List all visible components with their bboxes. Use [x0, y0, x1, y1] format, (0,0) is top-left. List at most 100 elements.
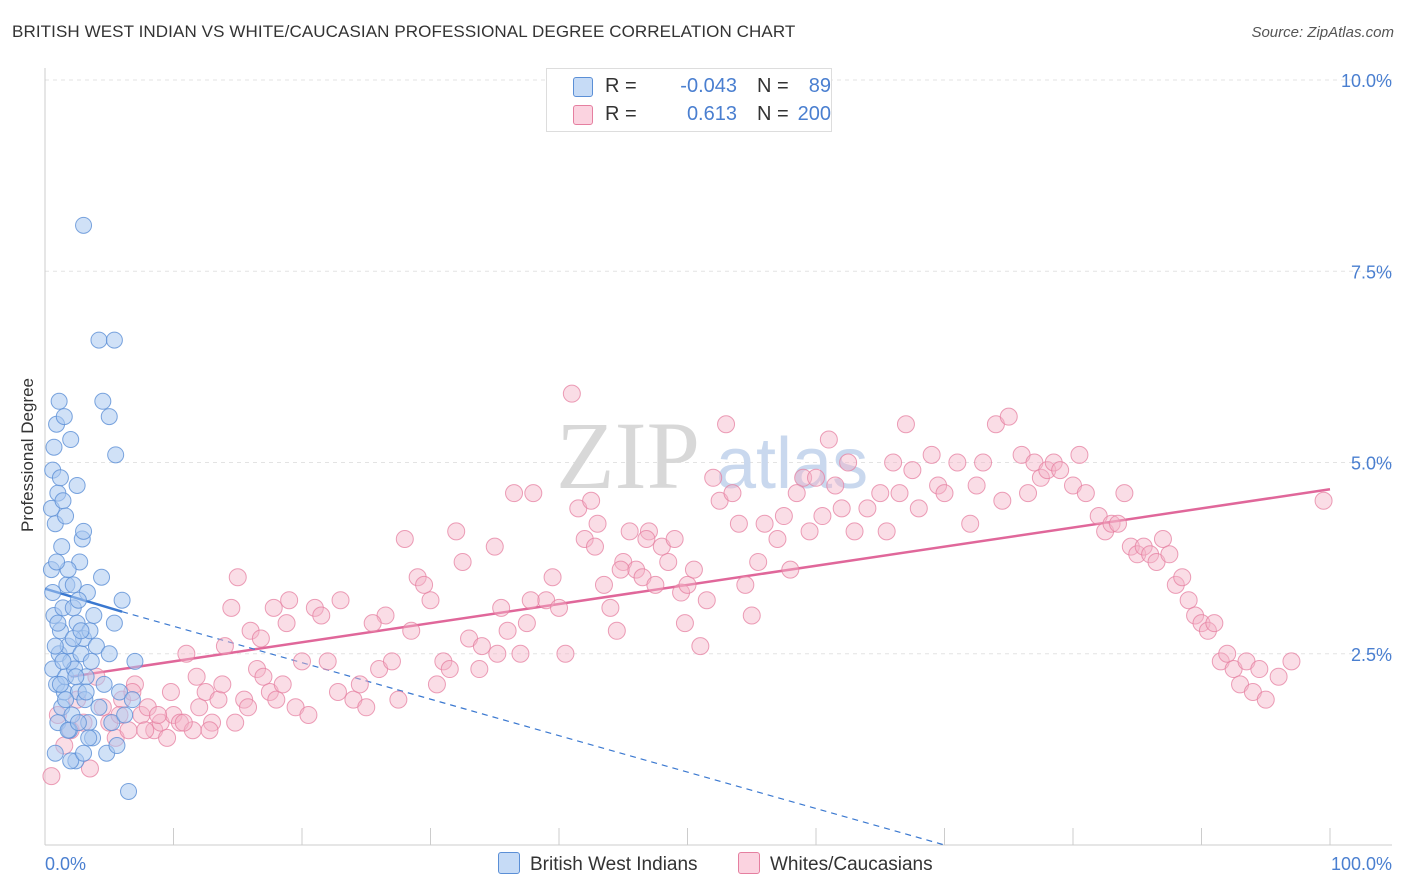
point-white-caucasian-71	[588, 514, 607, 533]
point-white-caucasian-174	[521, 591, 540, 610]
point-british-west-indian-73	[44, 584, 62, 602]
point-white-caucasian-87	[691, 637, 710, 656]
point-white-caucasian-61	[511, 644, 530, 663]
point-white-caucasian-143	[1134, 537, 1153, 556]
point-british-west-indian-3	[46, 744, 64, 762]
point-white-caucasian-153	[1198, 621, 1217, 640]
point-british-west-indian-45	[116, 706, 134, 724]
point-white-caucasian-100	[794, 468, 813, 487]
watermark: ZIP atlas	[556, 402, 868, 509]
point-white-caucasian-182	[363, 614, 382, 633]
point-white-caucasian-107	[845, 522, 864, 541]
point-white-caucasian-96	[755, 514, 774, 533]
point-british-west-indian-61	[68, 476, 86, 494]
point-white-caucasian-117	[929, 476, 948, 495]
point-british-west-indian-48	[126, 652, 144, 670]
point-british-west-indian-44	[113, 591, 131, 609]
point-white-caucasian-70	[582, 491, 601, 510]
point-white-caucasian-50	[408, 568, 427, 587]
point-white-caucasian-189	[239, 698, 258, 717]
point-white-caucasian-12	[119, 721, 138, 740]
point-white-caucasian-197	[136, 721, 155, 740]
point-british-west-indian-40	[103, 714, 121, 732]
point-white-caucasian-121	[967, 476, 986, 495]
point-white-caucasian-179	[415, 575, 434, 594]
point-white-caucasian-127	[1019, 484, 1038, 503]
point-white-caucasian-82	[659, 552, 678, 571]
point-british-west-indian-37	[95, 675, 113, 693]
point-british-west-indian-66	[75, 216, 93, 234]
point-white-caucasian-80	[646, 575, 665, 594]
y-tick-label-2: 7.5%	[1351, 262, 1392, 282]
point-white-caucasian-141	[1121, 537, 1140, 556]
point-white-caucasian-84	[672, 583, 691, 602]
point-white-caucasian-173	[543, 568, 562, 587]
point-white-caucasian-66	[556, 644, 575, 663]
point-white-caucasian-111	[884, 453, 903, 472]
point-british-west-indian-69	[53, 538, 71, 556]
legend: R = -0.043 N = 89 R = 0.613 N = 200	[546, 68, 832, 132]
point-white-caucasian-190	[226, 713, 245, 732]
point-white-caucasian-60	[498, 621, 517, 640]
point-white-caucasian-41	[318, 652, 337, 671]
point-british-west-indian-55	[57, 507, 75, 525]
point-white-caucasian-93	[729, 514, 748, 533]
point-white-caucasian-154	[1205, 614, 1224, 633]
legend-swatch-pink	[573, 105, 593, 125]
point-british-west-indian-59	[55, 408, 73, 426]
point-white-caucasian-110	[877, 522, 896, 541]
point-white-caucasian-124	[993, 491, 1012, 510]
point-white-caucasian-167	[787, 484, 806, 503]
point-white-caucasian-44	[350, 675, 369, 694]
points-british-west-indians	[42, 216, 144, 800]
point-white-caucasian-31	[241, 621, 260, 640]
y-tick-label-1: 5.0%	[1351, 454, 1392, 474]
point-british-west-indian-34	[87, 637, 105, 655]
point-white-caucasian-192	[200, 721, 219, 740]
x-tick-label-1: 100.0%	[1331, 854, 1392, 874]
watermark-atlas: atlas	[716, 424, 868, 504]
point-white-caucasian-156	[1218, 644, 1237, 663]
point-white-caucasian-36	[273, 675, 292, 694]
point-white-caucasian-178	[427, 675, 446, 694]
point-british-west-indian-31	[82, 652, 100, 670]
point-british-west-indian-87	[80, 729, 98, 747]
point-white-caucasian-112	[890, 484, 909, 503]
point-white-caucasian-129	[1031, 468, 1050, 487]
point-british-west-indian-72	[69, 591, 87, 609]
bottom-legend-swatch-blue	[498, 852, 520, 874]
point-white-caucasian-28	[222, 598, 241, 617]
point-white-caucasian-23	[190, 698, 209, 717]
point-white-caucasian-131	[1044, 453, 1063, 472]
point-white-caucasian-59	[492, 598, 511, 617]
point-white-caucasian-152	[1192, 614, 1211, 633]
point-white-caucasian-54	[447, 522, 466, 541]
point-white-caucasian-148	[1166, 575, 1185, 594]
point-white-caucasian-140	[1115, 484, 1134, 503]
point-white-caucasian-0	[42, 767, 61, 786]
point-white-caucasian-18	[158, 728, 177, 747]
point-white-caucasian-62	[517, 614, 536, 633]
point-white-caucasian-187	[264, 598, 283, 617]
point-white-caucasian-48	[395, 530, 414, 548]
point-british-west-indian-68	[105, 331, 123, 349]
point-white-caucasian-21	[177, 644, 196, 663]
point-white-caucasian-91	[717, 415, 736, 434]
point-white-caucasian-132	[1051, 461, 1070, 480]
point-white-caucasian-102	[807, 468, 825, 487]
point-white-caucasian-194	[174, 713, 193, 732]
legend-n-label: N =	[757, 103, 789, 125]
point-white-caucasian-151	[1186, 606, 1205, 625]
legend-r-label: R =	[605, 103, 637, 125]
point-white-caucasian-163	[1269, 667, 1288, 686]
point-white-caucasian-95	[742, 606, 761, 625]
point-british-west-indian-42	[108, 737, 126, 755]
point-white-caucasian-76	[620, 522, 639, 541]
trend-line-british-west-indians-extrapolated	[121, 611, 945, 846]
legend-r-value: 0.613	[686, 103, 737, 125]
point-british-west-indian-86	[77, 683, 95, 701]
legend-r-value: -0.043	[680, 75, 737, 97]
point-white-caucasian-180	[389, 690, 408, 709]
bottom-legend-whites-caucasians: Whites/Caucasians	[738, 852, 933, 876]
